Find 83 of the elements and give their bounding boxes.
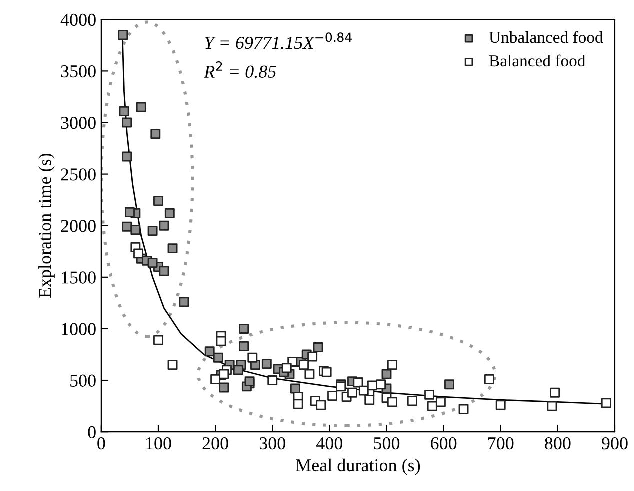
point — [136, 102, 146, 112]
x-axis-title: Meal duration (s) — [296, 458, 420, 476]
x-tick-label: 900 — [602, 437, 628, 450]
point — [148, 258, 158, 268]
point — [122, 152, 132, 162]
point — [550, 388, 560, 398]
x-tick-label: 700 — [488, 437, 514, 450]
x-tick-label: 800 — [545, 437, 571, 450]
point — [444, 380, 454, 390]
point — [382, 369, 392, 380]
point — [213, 352, 224, 363]
y-tick-label: 2000 — [61, 220, 96, 232]
point — [134, 248, 144, 259]
point — [299, 360, 309, 370]
point — [282, 363, 292, 374]
x-tick-label: 500 — [374, 437, 400, 450]
point — [407, 396, 418, 406]
point — [304, 369, 315, 380]
point — [322, 367, 332, 378]
point — [118, 30, 128, 40]
y-tick-label: 1000 — [62, 323, 96, 336]
point — [248, 352, 258, 363]
annotation: Y = 69771.15X$^{−0.84}$ — [205, 32, 352, 50]
point — [124, 207, 135, 218]
point — [148, 226, 158, 236]
x-tick-label: 400 — [316, 437, 343, 450]
point — [484, 374, 494, 384]
point — [216, 336, 226, 346]
y-tick-label: 3000 — [61, 117, 96, 130]
point — [547, 401, 558, 412]
point — [427, 401, 438, 412]
point — [308, 352, 318, 362]
point — [122, 118, 132, 128]
y-tick-label: 3500 — [61, 65, 96, 78]
point — [168, 360, 178, 370]
point — [368, 380, 378, 391]
point — [154, 196, 164, 206]
point — [210, 374, 221, 384]
point — [179, 297, 190, 308]
point — [130, 225, 141, 235]
point — [601, 398, 612, 408]
point — [387, 397, 398, 408]
y-tick-label: 4000 — [60, 14, 96, 26]
point — [159, 266, 170, 276]
y-tick-label: 1500 — [62, 272, 96, 284]
point — [122, 222, 132, 232]
point — [154, 335, 164, 346]
x-tick-label: 0 — [98, 437, 106, 450]
point — [119, 106, 130, 116]
x-tick-label: 600 — [431, 437, 457, 450]
y-tick-label: 2500 — [61, 168, 96, 181]
y-axis-title: Exploration time (s) — [38, 154, 55, 298]
point — [219, 369, 230, 380]
point — [364, 395, 375, 406]
point — [313, 342, 324, 353]
point — [219, 382, 230, 393]
point — [168, 244, 178, 254]
point — [262, 359, 272, 370]
point — [159, 220, 170, 231]
point — [424, 390, 435, 400]
point — [239, 324, 250, 334]
legend-label: Unbalanced food — [489, 31, 604, 44]
point — [233, 365, 244, 376]
point — [358, 386, 369, 396]
point — [204, 346, 215, 357]
y-tick-label: 500 — [70, 374, 96, 387]
point — [239, 342, 250, 352]
point — [436, 397, 446, 408]
annotation: R$^{2}$ = 0.85 — [204, 62, 276, 78]
point — [164, 208, 175, 218]
point — [496, 400, 506, 410]
point — [387, 360, 398, 370]
point — [268, 376, 278, 386]
point — [458, 404, 469, 414]
y-tick-label: 0 — [88, 426, 96, 439]
point — [348, 388, 358, 398]
point — [316, 400, 326, 410]
legend-label: Balanced food — [489, 54, 586, 67]
x-tick-label: 200 — [202, 437, 228, 450]
point — [150, 129, 161, 140]
point — [293, 399, 304, 410]
x-tick-label: 100 — [146, 437, 172, 450]
x-tick-label: 300 — [260, 437, 286, 450]
